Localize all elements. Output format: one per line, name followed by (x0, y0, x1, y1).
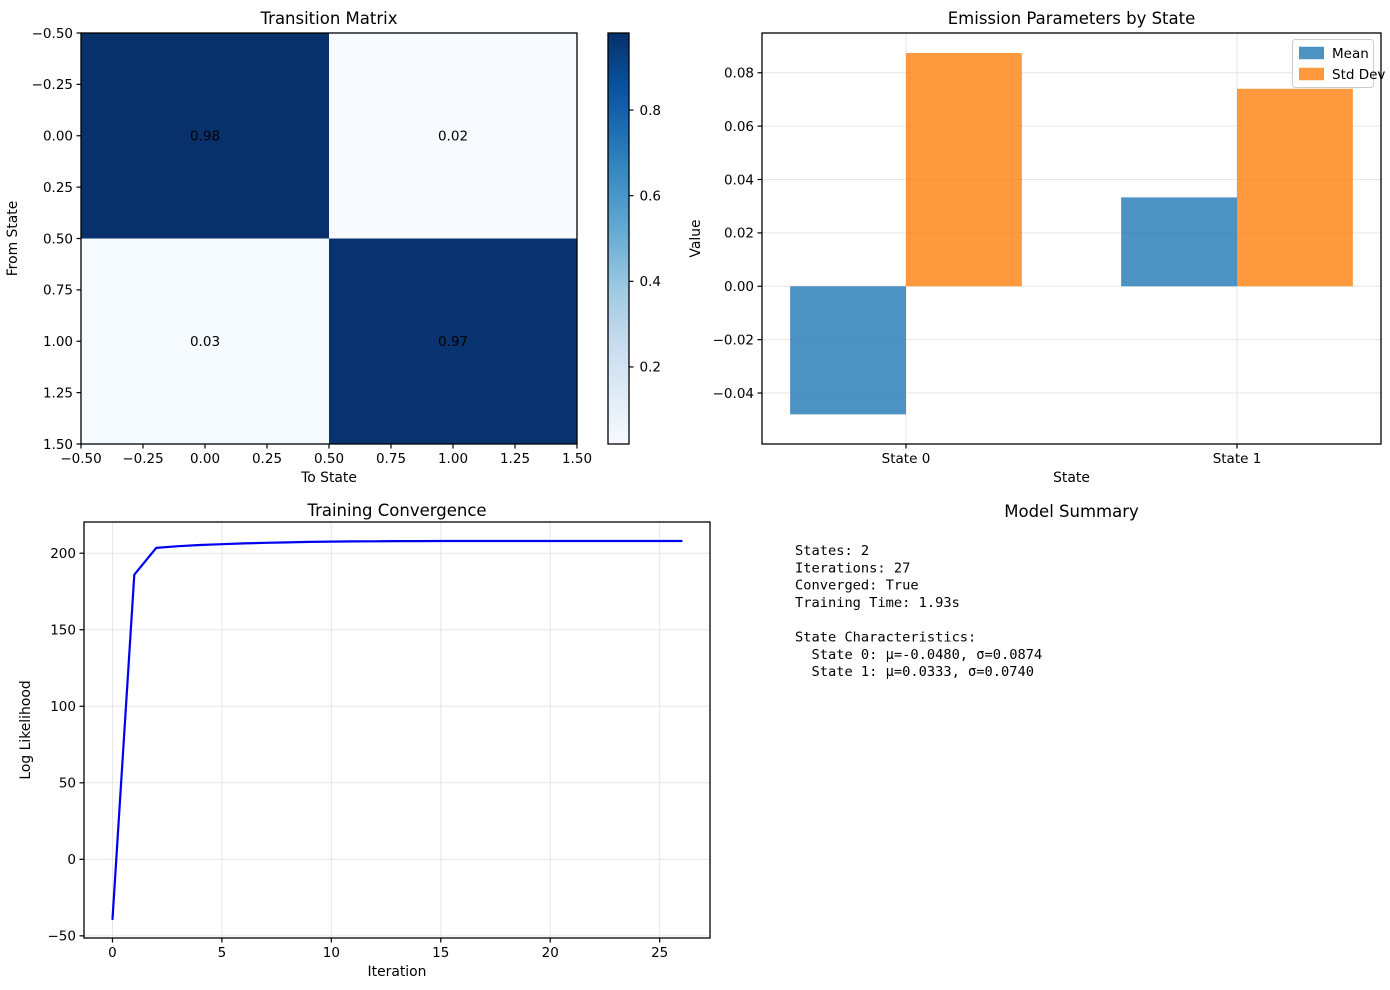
summary-line: State 0: μ=-0.0480, σ=0.0874 (795, 647, 1042, 663)
x-tick-label: 1.00 (438, 451, 468, 467)
x-tick-label: State 1 (1213, 451, 1262, 467)
y-tick-label: 0.00 (43, 129, 73, 145)
x-tick-label: 0.25 (252, 451, 282, 467)
heatmap-cell (329, 238, 577, 444)
x-axis-label: Iteration (368, 964, 427, 980)
x-tick-label: −0.50 (60, 451, 101, 467)
x-tick-label: 0 (108, 945, 117, 961)
x-tick-label: 1.50 (562, 451, 592, 467)
y-axis-label: Value (688, 219, 704, 257)
y-tick-label: 0.08 (724, 66, 754, 82)
x-tick-label: 25 (651, 945, 668, 961)
training-convergence-line-chart: 0 5 10 15 20 25 −50 0 50 100 150 200 Training Conver… (18, 501, 711, 980)
panel-title: Model Summary (1004, 502, 1139, 521)
y-tick-label: 1.50 (43, 437, 73, 453)
x-axis-label: State (1053, 470, 1090, 486)
y-tick-label: 0.00 (724, 279, 754, 295)
legend-swatch-mean (1299, 46, 1324, 60)
summary-line: State Characteristics: (795, 630, 976, 646)
y-tick-label: 0.06 (724, 119, 754, 135)
y-tick-label: −0.25 (32, 77, 73, 93)
heatmap-cell-label: 0.97 (438, 334, 468, 350)
colorbar: 0.2 0.4 0.6 0.8 (607, 32, 661, 445)
summary-line: Converged: True (795, 578, 919, 594)
summary-line: Training Time: 1.93s (795, 595, 960, 611)
colorbar-tick-label: 0.6 (640, 188, 661, 204)
legend-label: Std Dev (1332, 67, 1385, 83)
heatmap-cell (81, 33, 329, 239)
x-tick-label: 5 (218, 945, 227, 961)
y-tick-label: 100 (50, 699, 76, 715)
legend: Mean Std Dev (1292, 39, 1385, 88)
legend-label: Mean (1332, 46, 1369, 62)
y-tick-label: −50 (48, 929, 77, 945)
y-tick-label: 0.75 (43, 283, 73, 299)
y-tick-label: 0.04 (724, 172, 754, 188)
bar-std-dev-state0 (905, 53, 1022, 287)
legend-swatch-std-dev (1299, 67, 1324, 81)
colorbar-gradient (608, 33, 629, 444)
colorbar-tick-label: 0.2 (640, 360, 661, 376)
emission-parameters-bar-chart: State 0 State 1 0.08 0.06 0.04 0.02 0.00 −0.02 −… (688, 9, 1385, 486)
colorbar-border (607, 32, 630, 445)
y-tick-label: 200 (50, 546, 76, 562)
y-tick-label: 0.02 (724, 226, 754, 242)
x-tick-label: 20 (542, 945, 559, 961)
x-axis-label: To State (300, 470, 357, 486)
chart-title: Transition Matrix (260, 9, 398, 28)
colorbar-tick-label: 0.4 (640, 274, 661, 290)
x-tick-label: State 0 (882, 451, 931, 467)
y-axis-label: Log Likelihood (18, 680, 34, 779)
y-tick-label: 0.25 (43, 180, 73, 196)
bar-std-dev-state1 (1237, 88, 1353, 287)
x-tick-label: 0.75 (376, 451, 406, 467)
axes-border (83, 521, 711, 939)
y-tick-label: −0.04 (713, 386, 754, 402)
summary-line: States: 2 (795, 543, 869, 559)
y-axis-label: From State (5, 201, 21, 277)
bar-mean-state1 (1121, 197, 1238, 287)
y-tick-label: 1.00 (43, 334, 73, 350)
y-tick-label: 50 (59, 776, 76, 792)
axes-border (761, 32, 1382, 445)
summary-line: Iterations: 27 (795, 560, 910, 576)
heatmap-cell-label: 0.98 (190, 129, 220, 145)
summary-line: State 1: μ=0.0333, σ=0.0740 (795, 664, 1034, 680)
heatmap-cell (329, 33, 577, 239)
y-tick-label: −0.50 (32, 26, 73, 42)
heatmap-cell (81, 238, 329, 444)
y-tick-label: 0.50 (43, 231, 73, 247)
chart-title: Emission Parameters by State (948, 9, 1196, 28)
y-tick-label: 1.25 (43, 385, 73, 401)
x-tick-label: 0.00 (190, 451, 220, 467)
x-tick-label: 1.25 (500, 451, 530, 467)
x-tick-label: 0.50 (314, 451, 344, 467)
heatmap-cell-label: 0.02 (438, 129, 468, 145)
x-tick-label: 10 (323, 945, 340, 961)
x-tick-label: −0.25 (122, 451, 163, 467)
convergence-line (111, 539, 683, 921)
heatmap-cell-label: 0.03 (190, 334, 220, 350)
grid (84, 522, 710, 938)
y-tick-label: −0.02 (713, 332, 754, 348)
bar-mean-state0 (790, 286, 906, 415)
y-tick-label: 150 (50, 623, 76, 639)
colorbar-tick-label: 0.8 (640, 103, 661, 119)
y-tick-label: 0 (67, 852, 76, 868)
chart-title: Training Convergence (306, 501, 486, 520)
transition-matrix-heatmap: 0.98 0.02 0.03 0.97 −0.50 −0.25 0.00 0.25 0.50 0.… (5, 9, 592, 486)
x-tick-label: 15 (432, 945, 449, 961)
